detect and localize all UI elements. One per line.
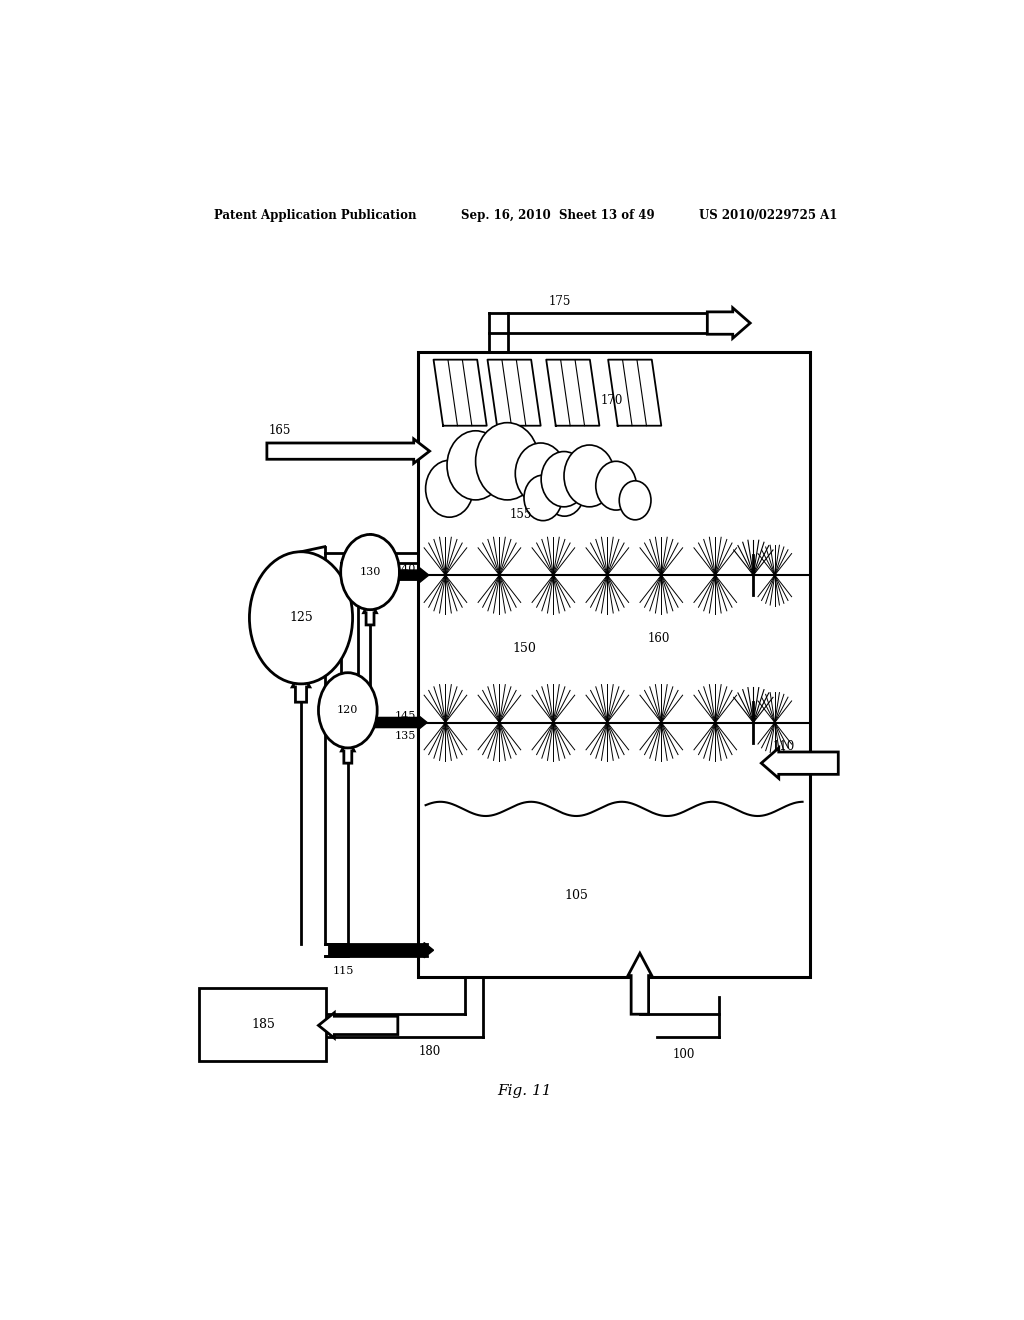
Text: 165: 165	[268, 424, 291, 437]
FancyArrow shape	[364, 601, 377, 624]
Ellipse shape	[545, 467, 585, 516]
FancyArrow shape	[329, 942, 433, 958]
Ellipse shape	[475, 422, 539, 500]
Text: 120: 120	[337, 705, 358, 715]
Circle shape	[341, 535, 399, 610]
Ellipse shape	[564, 445, 614, 507]
Text: 100: 100	[673, 1048, 694, 1061]
Text: 185: 185	[251, 1018, 274, 1031]
Text: 160: 160	[648, 632, 670, 645]
Text: 110: 110	[772, 741, 795, 752]
Bar	[200, 987, 327, 1061]
FancyArrow shape	[708, 308, 751, 338]
Ellipse shape	[524, 475, 562, 520]
Text: 150: 150	[513, 643, 537, 655]
Text: Sep. 16, 2010  Sheet 13 of 49: Sep. 16, 2010 Sheet 13 of 49	[461, 209, 655, 222]
Text: US 2010/0229725 A1: US 2010/0229725 A1	[699, 209, 838, 222]
FancyArrow shape	[292, 672, 309, 702]
Ellipse shape	[426, 461, 473, 517]
Ellipse shape	[541, 451, 587, 507]
Text: 155: 155	[510, 508, 532, 520]
Text: 175: 175	[549, 294, 571, 308]
Text: 135: 135	[394, 731, 416, 741]
Bar	[418, 351, 811, 977]
Text: Fig. 11: Fig. 11	[498, 1085, 552, 1098]
FancyArrow shape	[628, 953, 652, 1014]
Polygon shape	[546, 359, 599, 426]
Ellipse shape	[447, 430, 504, 500]
Text: 140: 140	[394, 564, 416, 574]
Polygon shape	[608, 359, 662, 426]
Text: 170: 170	[601, 393, 624, 407]
FancyArrow shape	[342, 715, 427, 730]
Text: 115: 115	[333, 966, 354, 977]
FancyArrow shape	[761, 748, 839, 779]
Circle shape	[318, 673, 377, 748]
Polygon shape	[433, 359, 486, 426]
FancyArrow shape	[318, 1012, 397, 1038]
Ellipse shape	[620, 480, 651, 520]
Text: 125: 125	[289, 611, 313, 624]
Text: Patent Application Publication: Patent Application Publication	[214, 209, 416, 222]
FancyArrow shape	[341, 739, 354, 763]
Ellipse shape	[596, 461, 636, 510]
Circle shape	[250, 552, 352, 684]
FancyArrow shape	[359, 568, 429, 582]
Text: 145: 145	[394, 711, 416, 722]
Text: 180: 180	[419, 1044, 440, 1057]
Polygon shape	[487, 359, 541, 426]
FancyArrow shape	[267, 440, 430, 463]
Ellipse shape	[515, 444, 566, 504]
Text: 130: 130	[359, 568, 381, 577]
Text: 105: 105	[564, 888, 589, 902]
